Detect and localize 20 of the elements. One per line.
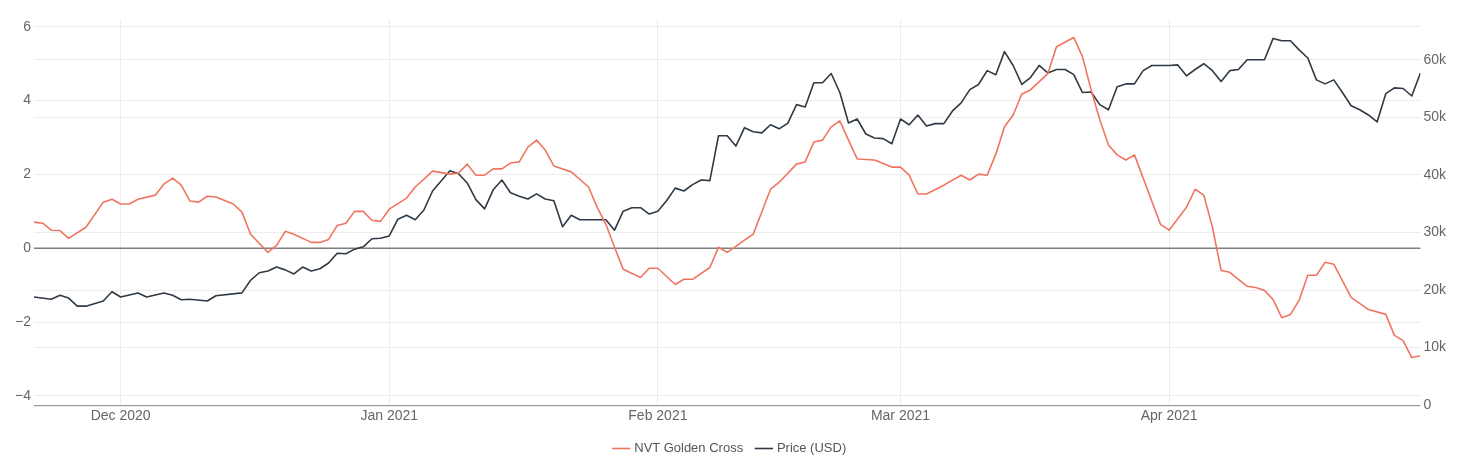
y-tick-label: 0	[23, 239, 32, 256]
x-tick-label: Jan 2021	[360, 407, 419, 424]
y-tick-label: 2	[23, 165, 32, 182]
y-tick-label: −2	[14, 312, 32, 329]
y-tick-label: −4	[14, 386, 32, 403]
legend-label: Price (USD)	[776, 440, 847, 456]
x-tick-label: Feb 2021	[628, 407, 688, 424]
x-tick-label: Dec 2020	[90, 407, 151, 424]
x-tick-label: Mar 2021	[870, 407, 931, 424]
y2-tick-label: 50k	[1423, 108, 1447, 125]
legend-label: NVT Golden Cross	[634, 440, 744, 456]
y-tick-label: 4	[23, 91, 32, 108]
y2-tick-label: 40k	[1423, 165, 1447, 182]
y-tick-label: 6	[23, 17, 32, 34]
y2-tick-label: 10k	[1423, 338, 1447, 355]
y2-tick-label: 60k	[1423, 50, 1447, 67]
y2-tick-label: 0	[1423, 396, 1432, 413]
y2-tick-label: 30k	[1423, 223, 1447, 240]
x-tick-label: Apr 2021	[1140, 407, 1198, 424]
y2-tick-label: 20k	[1423, 280, 1447, 297]
